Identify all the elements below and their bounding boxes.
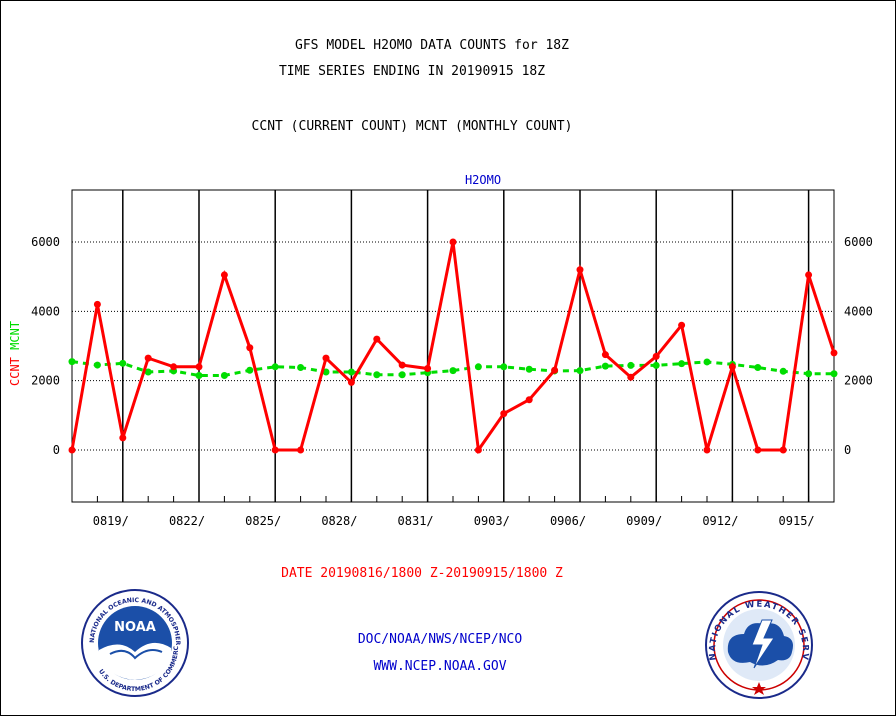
mcnt-point: [500, 363, 508, 371]
plot-title: H2OMO: [465, 173, 501, 187]
ccnt-point: [449, 238, 457, 246]
mcnt-point: [93, 361, 101, 369]
ccnt-point: [347, 378, 355, 386]
mcnt-point: [678, 360, 686, 368]
mcnt-point: [373, 371, 381, 379]
mcnt-point: [68, 358, 76, 366]
ccnt-point: [754, 446, 762, 454]
ccnt-point: [830, 349, 838, 357]
ccnt-series-line: [70, 241, 836, 455]
mcnt-point: [652, 361, 660, 369]
y-tick-label-left: 6000: [31, 235, 60, 249]
ccnt-point: [119, 434, 127, 442]
ccnt-point: [551, 366, 559, 374]
x-tick-label: 0828/: [321, 514, 357, 528]
mcnt-point: [347, 368, 355, 376]
mcnt-point: [297, 363, 305, 371]
org-label: DOC/NOAA/NWS/NCEP/NCO: [357, 632, 523, 647]
ccnt-point: [500, 410, 508, 418]
ccnt-point: [728, 363, 736, 371]
mcnt-point: [220, 371, 228, 379]
mcnt-point: [246, 366, 254, 374]
x-tick-label: 0915/: [779, 514, 815, 528]
y-tick-label-right: 2000: [844, 374, 873, 388]
y-tick-label-left: 4000: [31, 304, 60, 318]
y-tick-label-right: 0: [844, 443, 851, 457]
ccnt-point: [779, 446, 787, 454]
ccnt-point: [373, 335, 381, 343]
x-tick-label: 0825/: [245, 514, 281, 528]
y-tick-label-right: 6000: [844, 235, 873, 249]
chart-title-line2: TIME SERIES ENDING IN 20190915 18Z: [278, 64, 546, 79]
ccnt-point: [93, 300, 101, 308]
mcnt-point: [271, 363, 279, 371]
ccnt-point: [525, 396, 533, 404]
ccnt-point: [297, 446, 305, 454]
mcnt-point: [830, 370, 838, 378]
mcnt-point: [779, 367, 787, 375]
noaa-logo-icon: NATIONAL OCEANIC AND ATMOSPHERIC ADMINIS…: [80, 588, 189, 697]
ccnt-point: [576, 266, 584, 274]
website-link[interactable]: WWW.NCEP.NOAA.GOV: [373, 659, 507, 674]
y-axis-label: CCNT MCNT: [8, 321, 22, 386]
ccnt-point: [805, 271, 813, 279]
mcnt-point: [449, 367, 457, 375]
ccnt-point: [627, 373, 635, 381]
chart-subtitle: CCNT (CURRENT COUNT) MCNT (MONTHLY COUNT…: [251, 119, 573, 134]
mcnt-point: [601, 362, 609, 370]
x-tick-label: 0903/: [474, 514, 510, 528]
date-range-label: DATE 20190816/1800 Z-20190915/1800 Z: [281, 566, 563, 581]
ccnt-point: [170, 363, 178, 371]
x-tick-label: 0831/: [398, 514, 434, 528]
mcnt-point: [627, 361, 635, 369]
chart-title-line1: GFS MODEL H2OMO DATA COUNTS for 18Z: [295, 38, 569, 53]
y-tick-label-right: 4000: [844, 304, 873, 318]
x-tick-label: 0909/: [626, 514, 662, 528]
mcnt-point: [119, 359, 127, 367]
ccnt-point: [601, 351, 609, 359]
mcnt-point: [322, 368, 330, 376]
mcnt-point: [525, 365, 533, 373]
ccnt-point: [322, 354, 330, 362]
nws-logo-icon: NATIONAL WEATHER SERVICE: [704, 590, 813, 699]
y-tick-label-left: 2000: [31, 374, 60, 388]
noaa-logo-text: NOAA: [114, 620, 156, 635]
ccnt-point: [474, 446, 482, 454]
ccnt-point: [398, 361, 406, 369]
ccnt-point: [652, 352, 660, 360]
mcnt-point: [144, 368, 152, 376]
ccnt-point: [703, 446, 711, 454]
mcnt-point: [474, 363, 482, 371]
ccnt-point: [220, 271, 228, 279]
mcnt-point: [195, 371, 203, 379]
ccnt-point: [68, 446, 76, 454]
mcnt-point: [398, 371, 406, 379]
plot-area: [71, 189, 835, 503]
x-tick-label: 0819/: [93, 514, 129, 528]
ccnt-point: [271, 446, 279, 454]
x-tick-label: 0906/: [550, 514, 586, 528]
mcnt-point: [703, 358, 711, 366]
mcnt-point: [805, 370, 813, 378]
ccnt-point: [678, 321, 686, 329]
y-tick-label-left: 0: [53, 443, 60, 457]
ccnt-point: [195, 363, 203, 371]
ccnt-point: [246, 344, 254, 352]
mcnt-point: [754, 363, 762, 371]
ccnt-point: [424, 365, 432, 373]
x-tick-label: 0912/: [702, 514, 738, 528]
y-axis-label-mcnt: MCNT: [8, 321, 22, 350]
mcnt-point: [576, 367, 584, 375]
y-axis-label-ccnt: CCNT: [8, 350, 22, 386]
ccnt-point: [144, 354, 152, 362]
x-tick-label: 0822/: [169, 514, 205, 528]
